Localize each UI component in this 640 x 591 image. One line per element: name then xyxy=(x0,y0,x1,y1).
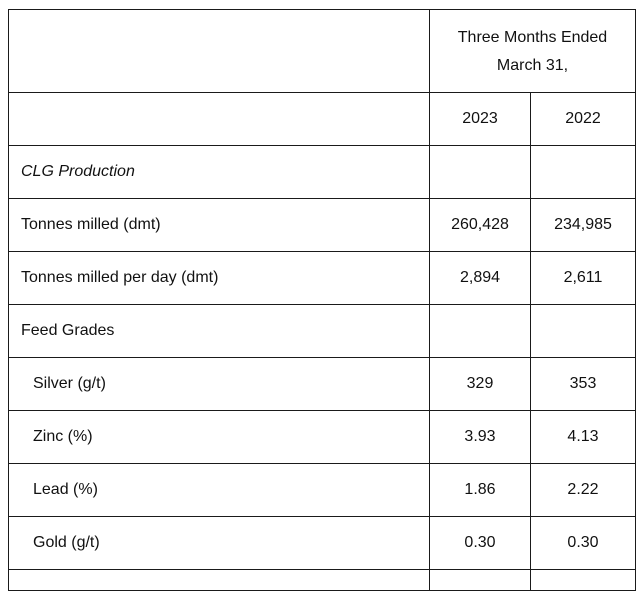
table-row: Tonnes milled (dmt) 260,428 234,985 xyxy=(8,198,636,252)
table-header-row: Three Months Ended March 31, xyxy=(8,9,636,93)
value-2023: 260,428 xyxy=(429,198,531,252)
value-2022 xyxy=(530,304,636,358)
table-row: Gold (g/t) 0.30 0.30 xyxy=(8,516,636,570)
table-row: Feed Grades xyxy=(8,304,636,358)
period-header-line1: Three Months Ended xyxy=(457,29,608,46)
value-2022: 4.13 xyxy=(530,410,636,464)
table-row: Lead (%) 1.86 2.22 xyxy=(8,463,636,517)
value-2022: 353 xyxy=(530,357,636,411)
header-empty-cell xyxy=(8,92,430,146)
year-header-row: 2023 2022 xyxy=(8,92,636,146)
production-table: Three Months Ended March 31, 2023 2022 C… xyxy=(8,9,636,591)
year-header-2023: 2023 xyxy=(429,92,531,146)
row-label: Feed Grades xyxy=(8,304,430,358)
row-label: Zinc (%) xyxy=(8,410,430,464)
table-row: Silver (g/t) 329 353 xyxy=(8,357,636,411)
row-label: CLG Production xyxy=(8,145,430,199)
value-2022: 234,985 xyxy=(530,198,636,252)
table-row: Tonnes milled per day (dmt) 2,894 2,611 xyxy=(8,251,636,305)
value-2022: 2.22 xyxy=(530,463,636,517)
value-2023: 1.86 xyxy=(429,463,531,517)
year-header-2022: 2022 xyxy=(530,92,636,146)
value-2023 xyxy=(429,304,531,358)
empty-cell xyxy=(530,569,636,591)
row-label: Silver (g/t) xyxy=(8,357,430,411)
value-2022 xyxy=(530,145,636,199)
table-row: Zinc (%) 3.93 4.13 xyxy=(8,410,636,464)
value-2022: 2,611 xyxy=(530,251,636,305)
row-label: Gold (g/t) xyxy=(8,516,430,570)
value-2023: 2,894 xyxy=(429,251,531,305)
table-row: CLG Production xyxy=(8,145,636,199)
value-2023: 0.30 xyxy=(429,516,531,570)
period-header-line2: March 31, xyxy=(496,57,569,74)
value-2023: 3.93 xyxy=(429,410,531,464)
value-2022: 0.30 xyxy=(530,516,636,570)
empty-cell xyxy=(8,569,430,591)
row-label: Lead (%) xyxy=(8,463,430,517)
value-2023: 329 xyxy=(429,357,531,411)
empty-cell xyxy=(429,569,531,591)
period-header-cell: Three Months Ended March 31, xyxy=(429,9,636,93)
header-empty-cell xyxy=(8,9,430,93)
row-label: Tonnes milled per day (dmt) xyxy=(8,251,430,305)
value-2023 xyxy=(429,145,531,199)
row-label: Tonnes milled (dmt) xyxy=(8,198,430,252)
table-row-partial xyxy=(8,569,636,591)
